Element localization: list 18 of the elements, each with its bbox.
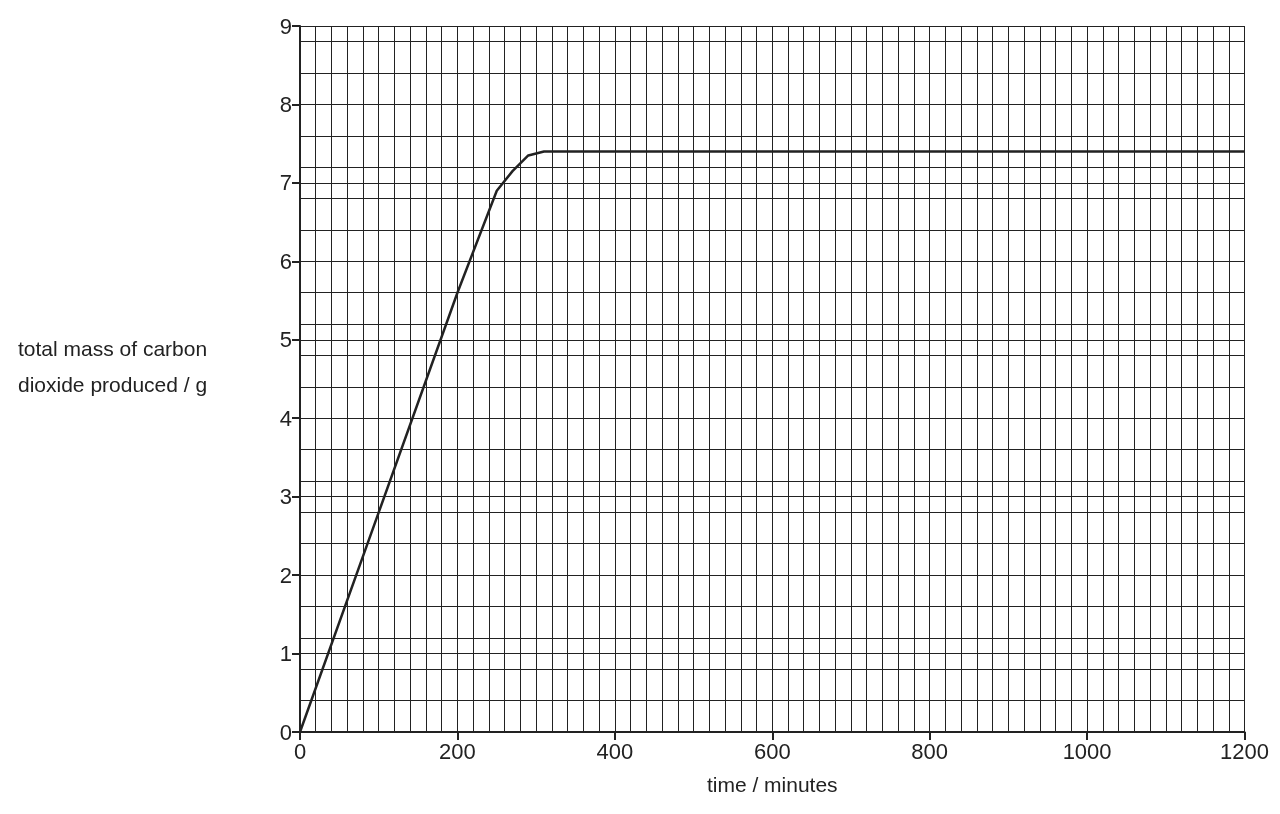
x-axis-title: time / minutes bbox=[706, 773, 838, 796]
x-tick-label: 600 bbox=[753, 738, 791, 764]
x-tick-label: 1000 bbox=[1062, 738, 1112, 764]
y-tick-label: 4 bbox=[279, 405, 292, 431]
x-tick-label: 400 bbox=[596, 738, 634, 764]
x-tick-label: 1200 bbox=[1220, 738, 1270, 764]
y-tick-label: 9 bbox=[279, 13, 292, 39]
y-tick-label: 2 bbox=[279, 562, 292, 588]
x-tick-label: 200 bbox=[439, 738, 476, 764]
y-tick-label: 1 bbox=[279, 641, 292, 667]
y-tick-label: 7 bbox=[279, 170, 292, 196]
y-tick-label: 0 bbox=[279, 719, 292, 745]
y-tick-label: 3 bbox=[279, 484, 292, 510]
y-tick-label: 6 bbox=[279, 248, 292, 274]
x-tick-label: 800 bbox=[911, 738, 949, 764]
y-axis-title: total mass of carbon dioxide produced / g bbox=[18, 336, 213, 396]
y-tick-label: 8 bbox=[279, 91, 292, 117]
y-tick-label: 5 bbox=[279, 327, 292, 353]
